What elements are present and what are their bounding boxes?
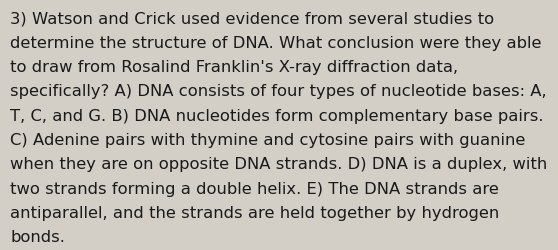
Text: to draw from Rosalind Franklin's X-ray diffraction data,: to draw from Rosalind Franklin's X-ray d… [10, 60, 458, 75]
Text: C) Adenine pairs with thymine and cytosine pairs with guanine: C) Adenine pairs with thymine and cytosi… [10, 132, 526, 148]
Text: bonds.: bonds. [10, 230, 65, 244]
Text: two strands forming a double helix. E) The DNA strands are: two strands forming a double helix. E) T… [10, 181, 499, 196]
Text: antiparallel, and the strands are held together by hydrogen: antiparallel, and the strands are held t… [10, 205, 499, 220]
Text: determine the structure of DNA. What conclusion were they able: determine the structure of DNA. What con… [10, 36, 542, 51]
Text: T, C, and G. B) DNA nucleotides form complementary base pairs.: T, C, and G. B) DNA nucleotides form com… [10, 108, 543, 123]
Text: 3) Watson and Crick used evidence from several studies to: 3) Watson and Crick used evidence from s… [10, 11, 494, 26]
Text: when they are on opposite DNA strands. D) DNA is a duplex, with: when they are on opposite DNA strands. D… [10, 157, 547, 172]
Text: specifically? A) DNA consists of four types of nucleotide bases: A,: specifically? A) DNA consists of four ty… [10, 84, 547, 99]
